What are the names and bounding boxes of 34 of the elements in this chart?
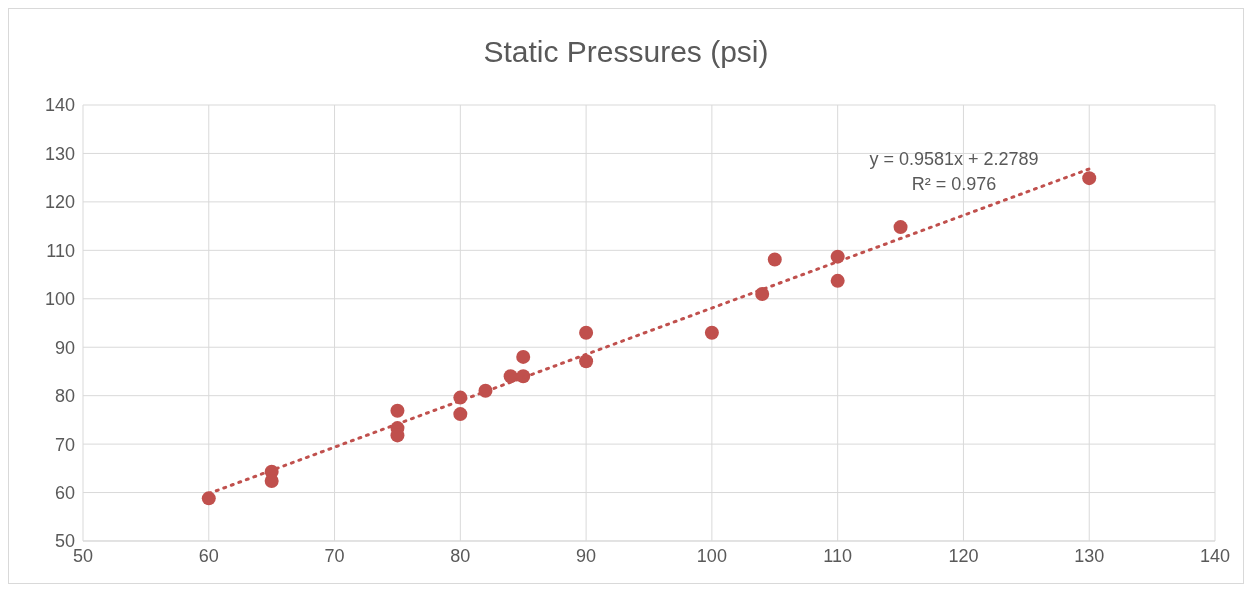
point [579,325,594,340]
point [893,220,908,235]
y-tick-label: 70 [54,434,75,455]
point [516,349,531,364]
x-tick-label: 50 [72,545,94,566]
x-tick-label: 90 [576,545,597,566]
point [1082,171,1097,186]
point [453,407,468,422]
chart-title: Static Pressures (psi) [482,34,770,70]
x-tick-label: 60 [198,545,219,566]
y-tick-label: 100 [44,289,75,310]
x-tick-label: 120 [948,545,979,566]
x-tick-label: 70 [324,545,345,566]
point [390,403,405,418]
x-tick-label: 80 [450,545,471,566]
point [579,354,594,369]
y-tick-label: 80 [54,386,75,407]
point [830,273,845,288]
x-tick-label: 100 [696,545,727,566]
point [767,252,782,267]
y-tick-label: 90 [54,337,75,358]
y-tick-label: 140 [44,95,75,116]
y-tick-label: 50 [54,531,75,552]
point [201,491,216,506]
annotation: y = 0.9581x + 2.2789 [868,148,1040,171]
y-tick-label: 110 [46,240,75,261]
annotation: R² = 0.976 [910,173,998,196]
y-tick-label: 130 [44,143,75,164]
x-tick-label: 130 [1074,545,1105,566]
y-tick-label: 120 [44,192,75,213]
x-tick-label: 110 [823,545,853,566]
point [704,325,719,340]
y-tick-label: 60 [54,482,75,503]
x-tick-label: 140 [1199,545,1231,566]
